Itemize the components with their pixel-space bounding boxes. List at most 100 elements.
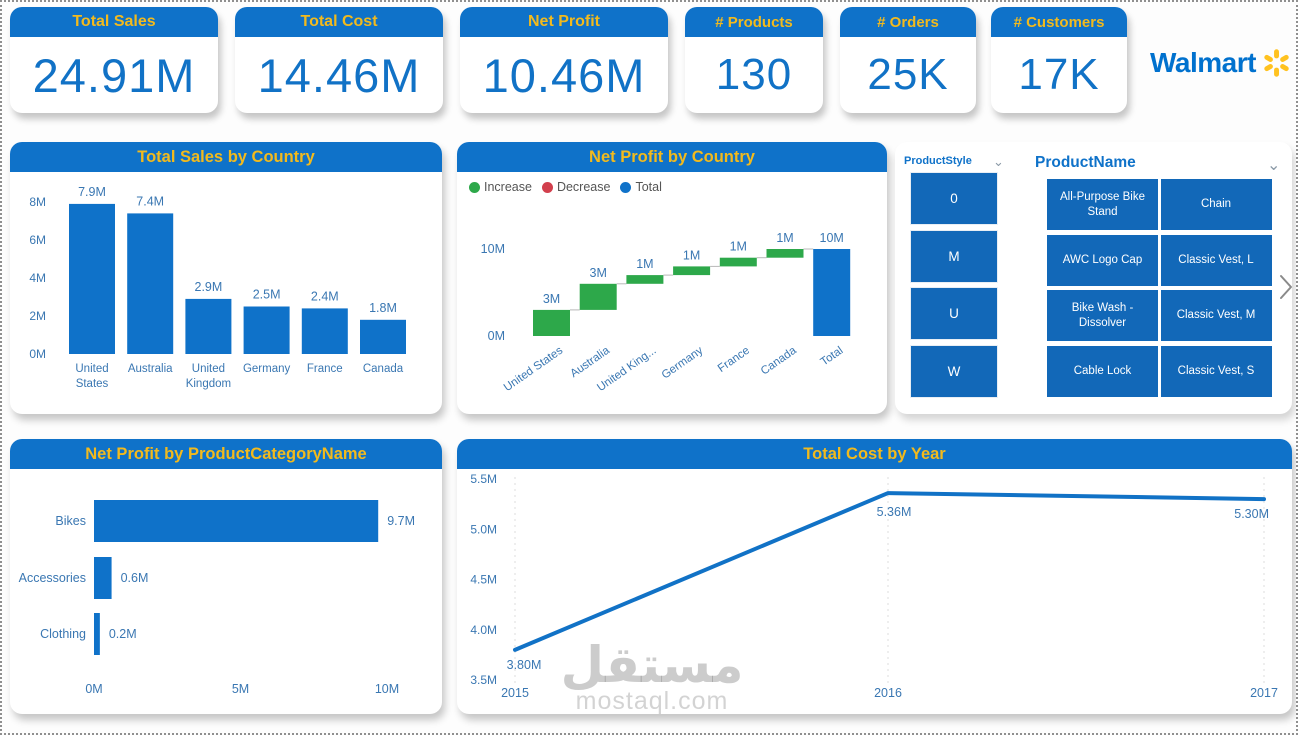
kpi-title: Total Sales: [10, 7, 218, 37]
product-name-option[interactable]: Cable Lock: [1047, 345, 1158, 397]
data-label: 2.4M: [311, 289, 339, 303]
y-axis-label: Accessories: [19, 571, 86, 585]
data-label: 2.9M: [195, 280, 223, 294]
x-axis-label: Total: [819, 345, 846, 369]
product-name-option[interactable]: All-Purpose Bike Stand: [1047, 179, 1158, 230]
data-label: 1M: [776, 231, 793, 245]
x-axis-label: Australia: [568, 344, 612, 380]
legend-dot-icon: [620, 181, 632, 193]
kpi-title: Total Cost: [235, 7, 443, 37]
product-name-option[interactable]: Bike Wash - Dissolver: [1047, 290, 1158, 341]
bar-australia[interactable]: [127, 213, 174, 354]
x-axis-label: States: [76, 378, 109, 390]
increase-bar-germany[interactable]: [673, 266, 711, 276]
kpi-title: # Products: [685, 7, 823, 37]
bar-united-kingdom[interactable]: [185, 298, 232, 354]
bar-united-states[interactable]: [69, 203, 115, 354]
legend-dot-icon: [541, 181, 553, 193]
kpi-value: 130: [715, 50, 793, 99]
panel-net-profit-by-country: Net Profit by Country Increase Decrease To…: [457, 142, 887, 414]
product-name-option[interactable]: Classic Vest, M: [1160, 290, 1272, 341]
data-label: 9.7M: [387, 514, 415, 528]
legend-item-decrease: Decrease: [541, 180, 610, 194]
product-name-option[interactable]: Classic Vest, L: [1160, 234, 1272, 286]
y-axis-tick: 8M: [29, 195, 46, 209]
y-axis-tick: 4.5M: [470, 573, 497, 587]
data-label: 7.9M: [78, 185, 106, 199]
y-axis-label: Bikes: [55, 514, 86, 528]
increase-bar-australia[interactable]: [579, 283, 617, 310]
product-style-slicer-title: ProductStyle: [904, 155, 972, 167]
increase-bar-united-king-[interactable]: [626, 275, 664, 284]
panel-total-sales-by-country: Total Sales by Country 0M 2M 4M 6M 8M 7.9M Uni…: [10, 142, 442, 414]
increase-bar-canada[interactable]: [766, 249, 804, 258]
chevron-down-icon[interactable]: ⌄: [993, 154, 1004, 169]
y-axis-tick: 4M: [29, 271, 46, 285]
kpi-title: # Customers: [991, 7, 1127, 37]
y-axis-tick: 3.5M: [470, 673, 497, 687]
data-label: 1M: [636, 257, 653, 271]
product-style-option-M[interactable]: M: [910, 229, 998, 283]
increase-bar-france[interactable]: [719, 257, 757, 267]
kpi-card-total-sales: Total Sales 24.91M: [10, 7, 218, 113]
data-label: 7.4M: [136, 194, 164, 208]
product-style-option-U[interactable]: U: [910, 287, 998, 340]
y-axis-tick: 4.0M: [470, 623, 497, 637]
y-axis-tick: 0M: [29, 347, 46, 361]
product-name-slicer-title: ProductName: [1035, 154, 1136, 171]
waterfall-legend: Increase Decrease Total: [469, 180, 662, 194]
y-axis-label: Clothing: [40, 627, 86, 641]
total-bartotal[interactable]: [813, 249, 851, 336]
chart-title: Total Sales by Country: [10, 142, 442, 172]
data-label: 2.5M: [253, 288, 281, 302]
kpi-card-customers: # Customers 17K: [991, 7, 1127, 113]
x-axis-label: France: [716, 345, 752, 375]
bar-clothing[interactable]: [94, 613, 100, 655]
kpi-title: # Orders: [840, 7, 976, 37]
x-axis-label: Germany: [243, 363, 291, 375]
chart-title: Total Cost by Year: [457, 439, 1292, 469]
x-axis-label: Australia: [128, 363, 173, 375]
walmart-logo: Walmart: [1150, 46, 1292, 80]
increase-bar-united-states[interactable]: [533, 309, 570, 336]
x-axis-label: France: [307, 363, 343, 375]
kpi-card-net-profit: Net Profit 10.46M: [460, 7, 668, 113]
net-profit-by-category-chart: 0M 5M 10M Bikes 9.7M Accessories 0.6M Clothing 0…: [19, 500, 415, 696]
y-axis-tick: 0M: [488, 329, 505, 343]
next-page-arrow-icon[interactable]: [1278, 274, 1294, 300]
bar-bikes[interactable]: [94, 500, 379, 542]
legend-item-total: Total: [620, 180, 662, 194]
kpi-value: 17K: [1018, 50, 1100, 99]
x-axis-tick: 10M: [375, 682, 399, 696]
x-axis-tick: 5M: [232, 682, 249, 696]
total-sales-by-country-chart: 0M 2M 4M 6M 8M 7.9M United States 7.4M Australia 2…: [29, 185, 406, 390]
kpi-card-orders: # Orders 25K: [840, 7, 976, 113]
data-label: 1.8M: [369, 301, 397, 315]
x-axis-label: Kingdom: [186, 378, 231, 390]
data-label: 1M: [730, 240, 747, 254]
bar-france[interactable]: [301, 308, 348, 354]
chart-title: Net Profit by ProductCategoryName: [10, 439, 442, 469]
product-style-option-0[interactable]: 0: [910, 172, 998, 225]
product-name-slicer: All-Purpose Bike Stand Chain AWC Logo Cap C…: [1047, 179, 1272, 397]
chevron-down-icon[interactable]: ⌄: [1267, 157, 1281, 174]
kpi-value: 10.46M: [482, 48, 646, 102]
product-name-option[interactable]: Chain: [1160, 179, 1272, 230]
product-style-option-W[interactable]: W: [910, 344, 998, 398]
kpi-value: 25K: [867, 50, 949, 99]
bar-accessories[interactable]: [94, 557, 112, 599]
bar-germany[interactable]: [243, 306, 290, 355]
x-axis-label: Canada: [759, 344, 799, 377]
walmart-spark-icon: [1264, 49, 1289, 77]
total-cost-line[interactable]: [513, 491, 1266, 652]
legend-dot-icon: [469, 181, 480, 193]
product-name-option[interactable]: Classic Vest, S: [1160, 345, 1272, 397]
bar-canada[interactable]: [360, 319, 406, 354]
product-name-option[interactable]: AWC Logo Cap: [1047, 234, 1158, 286]
panel-net-profit-by-category: Net Profit by ProductCategoryName 0M 5M 10…: [10, 439, 442, 714]
y-axis-tick: 6M: [29, 233, 46, 247]
y-axis-tick: 5.0M: [470, 522, 497, 536]
